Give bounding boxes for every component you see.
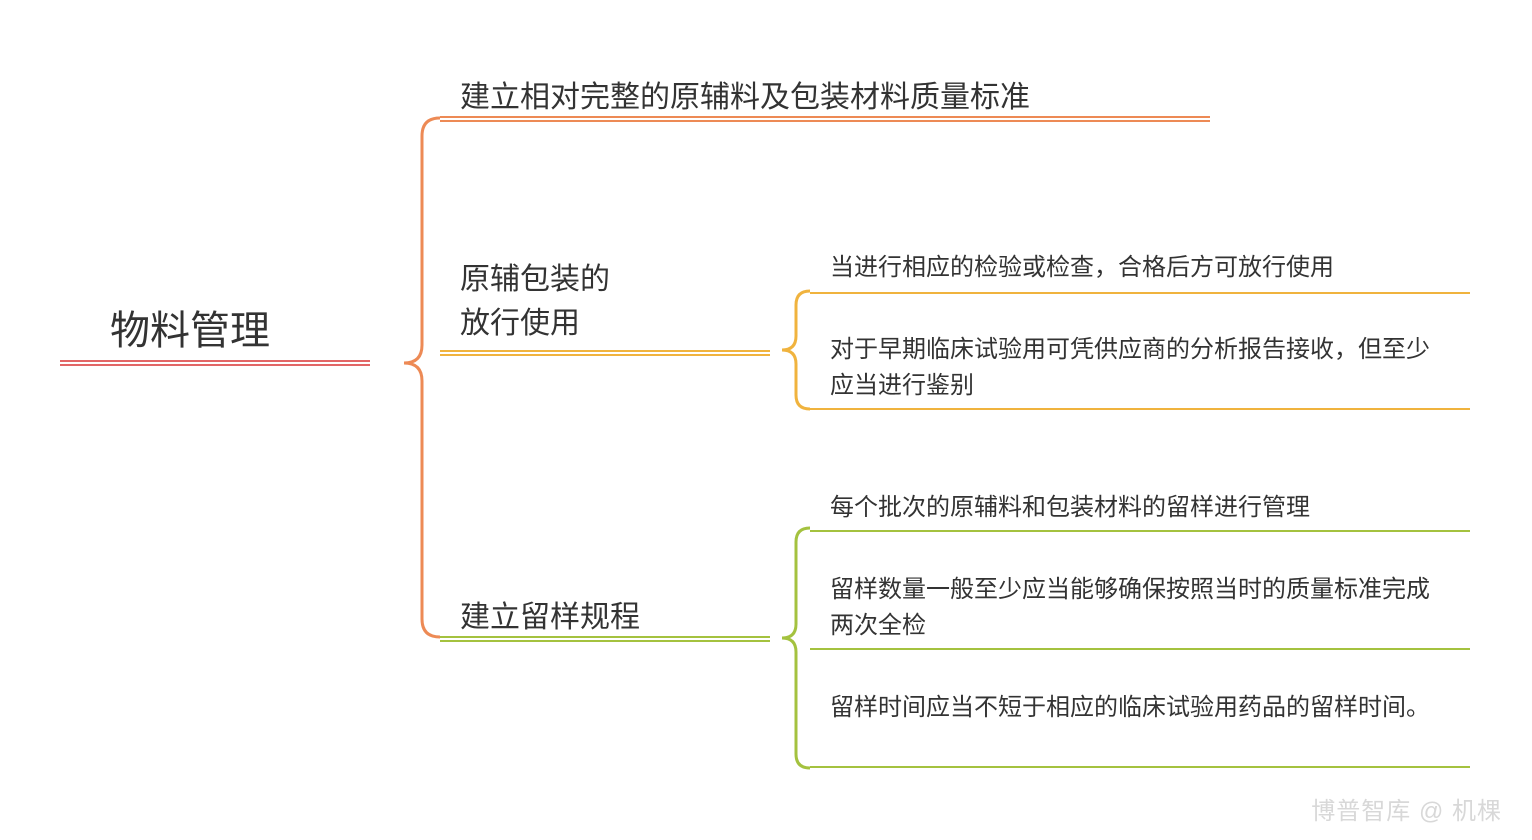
leaf-2-2-underline [810,408,1470,410]
brace-root [370,110,450,645]
child-2-underline [440,350,770,356]
leaf-3-2-label: 留样数量一般至少应当能够确保按照当时的质量标准完成两次全检 [830,572,1450,644]
diagram-canvas: 物料管理 建立相对完整的原辅料及包装材料质量标准 原辅包装的放行使用 当进行相应… [0,0,1532,840]
root-node-label: 物料管理 [110,298,270,356]
child-3-underline [440,636,770,642]
leaf-2-1-underline [810,292,1470,294]
child-1-underline [440,116,1210,122]
leaf-2-1-label: 当进行相应的检验或检查，合格后方可放行使用 [830,250,1450,286]
leaf-3-2-underline [810,648,1470,650]
leaf-3-1-underline [810,530,1470,532]
root-underline [60,360,370,366]
child-3-label: 建立留样规程 [460,592,640,636]
watermark-text: 博普智库 @ 机棵 [1311,791,1502,826]
leaf-2-2-label: 对于早期临床试验用可凭供应商的分析报告接收，但至少应当进行鉴别 [830,332,1450,404]
child-1-label: 建立相对完整的原辅料及包装材料质量标准 [460,72,1030,116]
leaf-3-3-label: 留样时间应当不短于相应的临床试验用药品的留样时间。 [830,690,1450,726]
leaf-3-1-label: 每个批次的原辅料和包装材料的留样进行管理 [830,490,1450,526]
brace-child-2 [770,285,820,415]
child-2-label: 原辅包装的放行使用 [460,258,610,345]
leaf-3-3-underline [810,766,1470,768]
